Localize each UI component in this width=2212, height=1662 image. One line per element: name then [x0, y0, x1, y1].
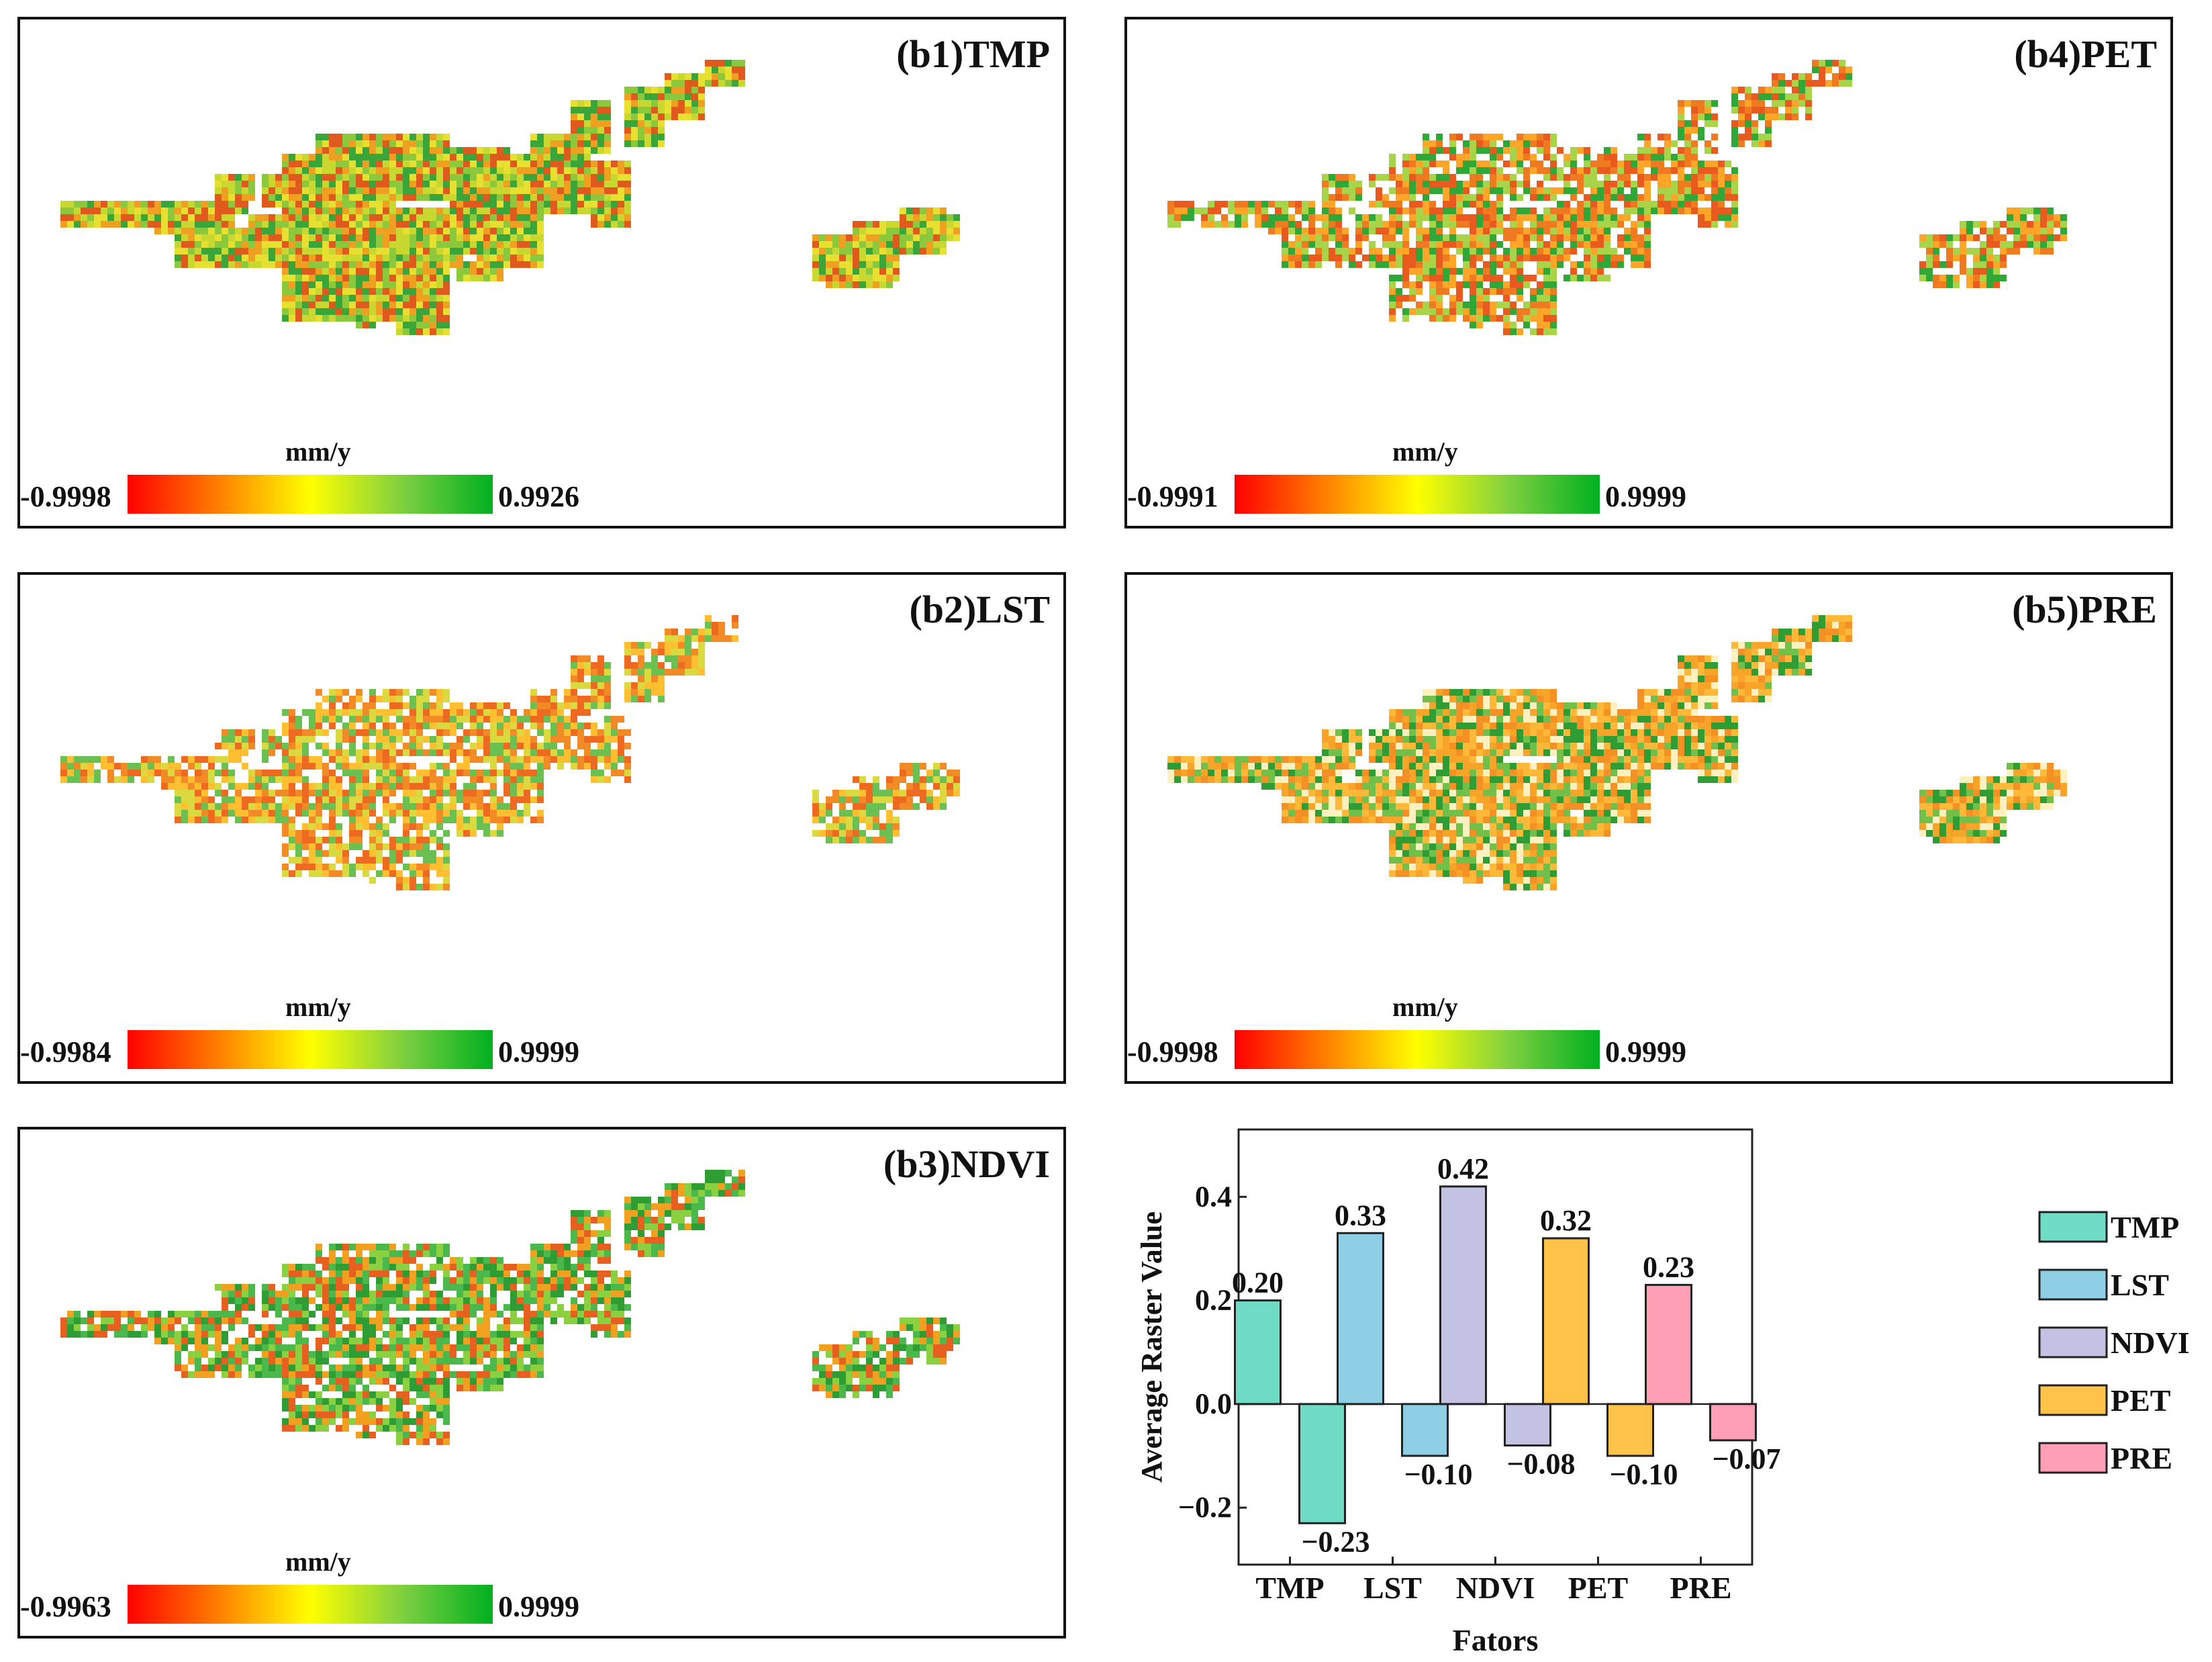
bar-positive-TMP [1235, 1301, 1281, 1404]
map-raster [60, 615, 960, 890]
colorbar-max-label: 0.9999 [498, 1035, 579, 1069]
units-label: mm/y [285, 991, 351, 1023]
map-image [1167, 615, 2161, 1045]
bar-value-label: −0.10 [1404, 1458, 1472, 1491]
bar-value-label: −0.07 [1712, 1442, 1780, 1475]
bar-chart: −0.2 0.0 0.2 0.4 0.20 −0.23 TMP 0.33 −0.10 LST 0.4… [1114, 1115, 2212, 1659]
legend-swatch-NDVI [2039, 1328, 2107, 1357]
y-tick-label: −0.2 [1178, 1491, 1232, 1524]
colorbar-max-label: 0.9999 [1605, 479, 1686, 514]
colorbar-min-label: -0.9991 [1127, 479, 1218, 514]
map-image [60, 60, 1054, 490]
colorbar-max-label: 0.9999 [1605, 1035, 1686, 1069]
x-tick-label: LST [1363, 1571, 1422, 1605]
map-image [60, 1170, 1054, 1600]
bar-negative-PET [1608, 1404, 1653, 1456]
map-image [60, 615, 1054, 1045]
y-tick-label: 0.2 [1195, 1284, 1232, 1317]
map-panel-b2: (b2)LST mm/y -0.9984 0.9999 [17, 572, 1066, 1084]
map-raster [1167, 60, 2067, 335]
legend-label: TMP [2111, 1210, 2179, 1244]
x-tick-label: TMP [1255, 1571, 1324, 1605]
bar-negative-PRE [1711, 1404, 1756, 1440]
map-panel-b5: (b5)PRE mm/y -0.9998 0.9999 [1124, 572, 2173, 1084]
bar-value-label: 0.33 [1335, 1199, 1386, 1232]
x-tick-label: PRE [1670, 1571, 1732, 1605]
bar-value-label: −0.10 [1609, 1458, 1678, 1491]
colorbar-max-label: 0.9999 [498, 1589, 579, 1624]
legend-swatch-TMP [2039, 1212, 2107, 1242]
bar-positive-NDVI [1441, 1187, 1486, 1404]
map-raster [60, 1170, 960, 1445]
bar-negative-LST [1402, 1404, 1448, 1456]
map-panel-b4: (b4)PET mm/y -0.9991 0.9999 [1124, 17, 2173, 528]
units-label: mm/y [285, 436, 351, 467]
legend-swatch-LST [2039, 1270, 2107, 1299]
colorbar [1235, 475, 1600, 514]
bar-value-label: 0.42 [1437, 1152, 1489, 1185]
bar-value-label: 0.20 [1232, 1266, 1284, 1299]
bar-positive-LST [1338, 1233, 1384, 1404]
colorbar-min-label: -0.9998 [20, 479, 111, 514]
legend-label: NDVI [2111, 1326, 2190, 1360]
bar-value-label: −0.23 [1301, 1525, 1369, 1558]
y-tick-label: 0.0 [1195, 1387, 1232, 1420]
colorbar [128, 475, 493, 514]
legend-label: PET [2111, 1383, 2170, 1418]
bar-negative-TMP [1300, 1404, 1345, 1523]
x-axis-title: Fators [1453, 1623, 1539, 1657]
colorbar [1235, 1030, 1600, 1069]
map-panel-b3: (b3)NDVI mm/y -0.9963 0.9999 [17, 1127, 1066, 1638]
colorbar-min-label: -0.9998 [1127, 1035, 1218, 1069]
y-tick-label: 0.4 [1195, 1180, 1232, 1213]
bar-positive-PRE [1646, 1285, 1692, 1403]
units-label: mm/y [285, 1546, 351, 1577]
bar-value-label: 0.23 [1643, 1250, 1694, 1283]
map-panel-b1: (b1)TMP mm/y -0.9998 0.9926 [17, 17, 1066, 528]
x-tick-label: NDVI [1456, 1571, 1535, 1605]
colorbar-max-label: 0.9926 [498, 479, 579, 514]
bar-chart-panel: −0.2 0.0 0.2 0.4 0.20 −0.23 TMP 0.33 −0.10 LST 0.4… [1114, 1115, 2212, 1659]
units-label: mm/y [1392, 436, 1458, 467]
map-raster [1167, 615, 2067, 890]
x-tick-label: PET [1568, 1571, 1628, 1605]
bar-negative-NDVI [1505, 1404, 1551, 1446]
colorbar [128, 1030, 493, 1069]
bar-value-label: 0.32 [1540, 1204, 1592, 1237]
colorbar-min-label: -0.9984 [20, 1035, 111, 1069]
map-raster [60, 60, 960, 335]
units-label: mm/y [1392, 991, 1458, 1023]
map-image [1167, 60, 2161, 490]
legend-label: LST [2111, 1268, 2169, 1302]
legend-swatch-PET [2039, 1385, 2107, 1415]
y-axis-title: Average Raster Value [1135, 1211, 1168, 1483]
bar-positive-PET [1543, 1238, 1589, 1404]
legend-label: PRE [2111, 1441, 2172, 1475]
bar-value-label: −0.08 [1506, 1448, 1575, 1481]
colorbar [128, 1585, 493, 1624]
colorbar-min-label: -0.9963 [20, 1589, 111, 1624]
legend-swatch-PRE [2039, 1443, 2107, 1473]
